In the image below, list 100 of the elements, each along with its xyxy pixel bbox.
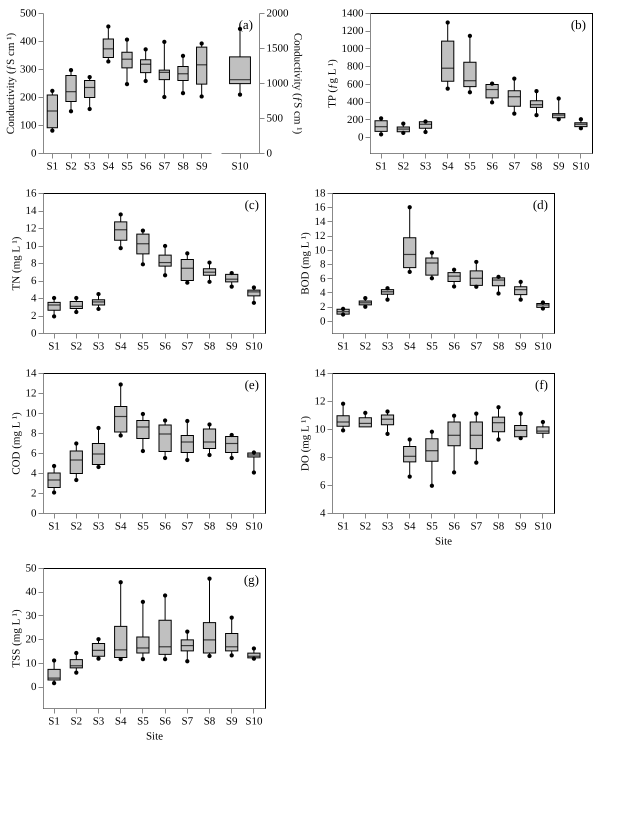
x-tick-label: S8 (204, 716, 216, 728)
y2-axis-title: Conductivity (ƒS cm ¹) (292, 32, 304, 135)
y-tick-label: 10 (314, 244, 326, 256)
y-tick-label: 10 (314, 424, 326, 436)
x-tick-label: S10 (231, 160, 250, 172)
x-tick-label: S3 (420, 160, 432, 172)
x-tick-label: S4 (114, 716, 128, 728)
x-tick-label: S5 (426, 520, 438, 532)
y-tick-label: 4 (320, 508, 326, 520)
x-tick-label: S1 (48, 520, 60, 532)
x-tick-label: S5 (137, 340, 150, 352)
x-tick-label: S9 (514, 340, 528, 352)
x-tick-label: S5 (137, 520, 150, 532)
y-tick-label: 8 (31, 428, 37, 440)
x-tick-label: S2 (70, 340, 82, 352)
y-tick-label: 16 (26, 188, 37, 200)
y-tick-label: 30 (26, 610, 37, 622)
x-tick-label: S3 (92, 520, 105, 532)
annotation: (g) (244, 572, 259, 587)
y-tick-label: 0 (31, 148, 37, 160)
x-tick-label: S4 (114, 520, 128, 532)
y-tick-label: 2 (320, 301, 326, 314)
y-tick-label: 1400 (342, 8, 364, 20)
y-tick-label: 14 (26, 368, 37, 380)
x-tick-label: S10 (245, 716, 263, 728)
y-tick-label: 6 (31, 448, 37, 460)
y-tick-label: 0 (31, 681, 37, 694)
y-axis-title: Conductivity (ƒS cm ¹) (5, 32, 17, 134)
annotation: (d) (532, 197, 548, 212)
x-tick-label: S7 (470, 520, 483, 532)
x-tick-label: S1 (337, 520, 349, 532)
x-tick-label: S3 (382, 520, 394, 532)
annotation: (c) (244, 197, 259, 212)
y-tick-label: 100 (20, 120, 37, 132)
y-tick-label: 2 (31, 310, 36, 322)
y-tick-label: 800 (347, 60, 364, 73)
annotation: (b) (570, 17, 586, 32)
x-tick-label: S10 (534, 340, 552, 352)
x-tick-label: S10 (572, 160, 590, 172)
annotation: (e) (244, 377, 259, 392)
x-tick-label: S2 (70, 520, 82, 532)
y-tick-label: 0 (31, 328, 37, 340)
x-tick-label: S7 (470, 340, 483, 352)
y-tick-label: 8 (320, 258, 326, 271)
x-tick-label: S7 (508, 160, 521, 172)
y-axis-title: DO (mg L ¹) (300, 416, 312, 472)
y-tick-label: 400 (347, 96, 364, 108)
y2-tick-label: 2000 (266, 8, 289, 20)
y-tick-label: 50 (26, 562, 37, 574)
y-tick-label: 14 (26, 205, 37, 217)
x-tick-label: S5 (137, 716, 150, 728)
x-tick-label: S9 (514, 520, 528, 532)
y-axis-title: COD (mg L ¹) (10, 412, 22, 475)
x-tick-label: S10 (245, 520, 263, 532)
y-tick-label: 40 (26, 586, 37, 598)
y-tick-label: 0 (320, 315, 326, 328)
x-tick-label: S7 (181, 340, 194, 352)
y-tick-label: 12 (26, 222, 36, 234)
x-tick-label: S9 (552, 160, 566, 172)
y-tick-label: 20 (26, 634, 37, 646)
x-tick-label: S2 (70, 716, 82, 728)
x-tick-label: S1 (337, 340, 349, 352)
y-tick-label: 10 (26, 240, 37, 252)
x-tick-label: S5 (121, 160, 134, 172)
y-tick-label: 400 (20, 36, 37, 48)
y-tick-label: 1200 (342, 25, 364, 38)
x-tick-label: S4 (404, 520, 416, 532)
y-tick-label: 300 (20, 64, 37, 76)
x-tick-label: S4 (114, 340, 128, 352)
y-tick-label: 14 (314, 368, 326, 380)
y-tick-label: 8 (320, 452, 326, 464)
y-tick-label: 14 (314, 216, 326, 228)
y-tick-label: 12 (314, 396, 326, 408)
x-tick-label: S6 (159, 716, 172, 728)
y-tick-label: 4 (31, 292, 37, 304)
y-tick-label: 4 (320, 286, 326, 299)
y-tick-label: 6 (320, 480, 326, 492)
x-tick-label: S8 (204, 520, 216, 532)
y-tick-label: 2 (31, 488, 36, 500)
x-tick-label: S9 (196, 160, 208, 172)
y2-tick-label: 500 (266, 112, 284, 124)
x-tick-label: S8 (492, 520, 505, 532)
x-tick-label: S6 (140, 160, 152, 172)
x-tick-label: S4 (442, 160, 454, 172)
y-tick-label: 600 (347, 78, 364, 90)
x-tick-label: S2 (359, 340, 372, 352)
x-tick-label: S7 (181, 716, 194, 728)
y-tick-label: 16 (314, 202, 326, 214)
x-tick-label: S8 (177, 160, 190, 172)
x-tick-label: S3 (382, 340, 394, 352)
y-tick-label: 200 (20, 92, 37, 104)
x-tick-label: S8 (530, 160, 543, 172)
x-tick-label: S3 (92, 716, 105, 728)
y-tick-label: 0 (31, 508, 37, 520)
x-axis-title: Site (146, 730, 164, 742)
x-tick-label: S10 (534, 520, 552, 532)
x-axis-title: Site (434, 536, 452, 548)
y-tick-label: 18 (314, 188, 326, 200)
y-tick-label: 6 (31, 275, 37, 287)
annotation: (f) (535, 377, 548, 392)
